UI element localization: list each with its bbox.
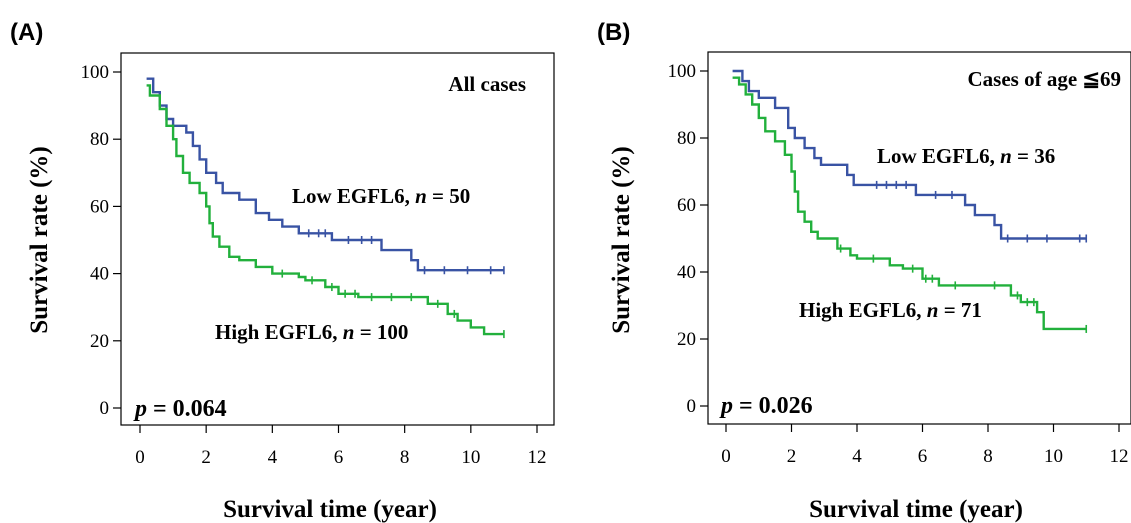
x-tick-label: 4 <box>268 447 278 468</box>
high-label-count: = 100 <box>354 320 408 344</box>
y-axis-title: Survival rate (%) <box>26 146 53 333</box>
low-egfl6-curve <box>732 69 1087 240</box>
high-label-count: = 71 <box>938 298 981 322</box>
y-tick-label: 80 <box>677 128 696 149</box>
high-label-n: n <box>927 298 939 322</box>
low-series-label: Low EGFL6, n = 50 <box>292 184 470 208</box>
x-tick-label: 6 <box>334 447 344 468</box>
x-tick-label: 10 <box>1044 446 1063 467</box>
x-tick-label: 4 <box>852 446 862 467</box>
high-label-name: High EGFL6, <box>215 320 343 344</box>
y-tick-label: 40 <box>677 262 696 283</box>
x-tick-label: 0 <box>721 446 731 467</box>
panel-a: (A) 0 20 40 60 80 100 0 2 4 6 8 10 12 All cases Low… <box>0 0 565 523</box>
p-symbol: p <box>133 396 147 422</box>
y-tick-label: 100 <box>81 62 110 83</box>
high-series-label: High EGFL6, n = 71 <box>799 298 982 322</box>
subset-label: Cases of age ≦69 <box>968 67 1122 91</box>
x-axis-title: Survival time (year) <box>809 496 1023 523</box>
y-axis: 0 20 40 60 80 100 <box>668 61 708 417</box>
low-label-count: = 50 <box>427 184 470 208</box>
low-label-name: Low EGFL6, <box>877 144 1000 168</box>
high-label-n: n <box>343 320 355 344</box>
panel-b: (B) 0 20 40 60 80 100 0 2 4 6 8 10 12 Cases of age … <box>566 0 1131 523</box>
x-tick-label: 10 <box>461 447 480 468</box>
plot-frame <box>120 52 555 426</box>
high-series-label: High EGFL6, n = 100 <box>215 320 408 344</box>
panel-label: (B) <box>597 19 630 46</box>
high-egfl6-curve <box>146 84 504 336</box>
panel-label: (A) <box>10 19 43 46</box>
low-egfl6-curve <box>146 77 504 272</box>
km-plot-a: (A) 0 20 40 60 80 100 0 2 4 6 8 10 12 All cases Low… <box>10 19 555 523</box>
x-tick-label: 8 <box>983 446 993 467</box>
x-tick-label: 2 <box>201 447 211 468</box>
y-tick-label: 80 <box>90 129 109 150</box>
p-value: p = 0.064 <box>133 396 227 422</box>
km-plot-b: (B) 0 20 40 60 80 100 0 2 4 6 8 10 12 Cases of age … <box>597 19 1131 523</box>
y-tick-label: 20 <box>677 329 696 350</box>
high-label-name: High EGFL6, <box>799 298 927 322</box>
x-axis: 0 2 4 6 8 10 12 <box>721 424 1129 467</box>
x-tick-label: 8 <box>400 447 410 468</box>
p-number: = 0.064 <box>153 396 227 422</box>
y-axis-title: Survival rate (%) <box>608 146 635 333</box>
y-tick-label: 100 <box>668 61 697 82</box>
series-layer <box>732 69 1088 333</box>
y-tick-label: 0 <box>687 396 697 417</box>
y-tick-label: 20 <box>90 331 109 352</box>
low-label-n: n <box>415 184 427 208</box>
y-tick-label: 60 <box>677 195 696 216</box>
x-axis-title: Survival time (year) <box>223 496 437 523</box>
x-tick-label: 2 <box>787 446 797 467</box>
p-value: p = 0.026 <box>719 393 813 419</box>
y-tick-label: 40 <box>90 264 109 285</box>
p-number: = 0.026 <box>739 393 813 419</box>
y-tick-label: 0 <box>100 398 110 419</box>
x-tick-label: 6 <box>918 446 928 467</box>
series-layer <box>146 77 505 339</box>
x-tick-label: 12 <box>528 447 547 468</box>
y-tick-label: 60 <box>90 196 109 217</box>
high-egfl6-curve <box>732 76 1087 331</box>
x-axis: 0 2 4 6 8 10 12 <box>135 425 547 468</box>
low-label-n: n <box>1000 144 1012 168</box>
x-tick-label: 12 <box>1110 446 1129 467</box>
x-tick-label: 0 <box>135 447 145 468</box>
plot-frame <box>707 51 1131 425</box>
subset-label: All cases <box>448 72 526 96</box>
y-axis: 0 20 40 60 80 100 <box>81 62 121 419</box>
p-symbol: p <box>719 393 733 419</box>
low-label-name: Low EGFL6, <box>292 184 415 208</box>
low-series-label: Low EGFL6, n = 36 <box>877 144 1055 168</box>
low-label-count: = 36 <box>1012 144 1055 168</box>
